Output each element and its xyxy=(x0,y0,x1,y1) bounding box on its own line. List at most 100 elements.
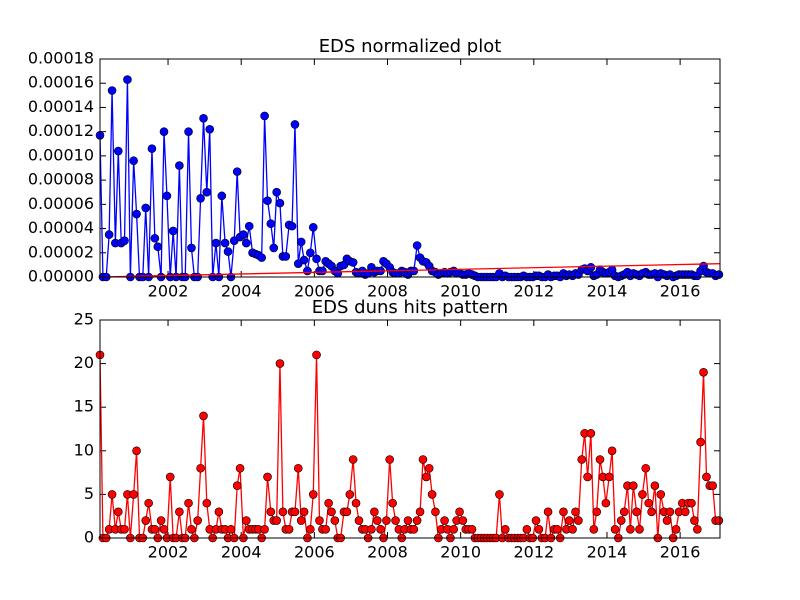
axes-frame xyxy=(99,319,721,539)
data-point xyxy=(159,127,169,136)
data-point xyxy=(376,524,385,534)
data-point xyxy=(571,507,580,517)
data-point xyxy=(113,507,123,517)
data-point xyxy=(708,481,717,490)
data-point xyxy=(367,524,376,534)
data-point xyxy=(242,238,251,248)
data-point xyxy=(123,75,132,84)
data-point xyxy=(455,507,464,517)
x-tick-label: 2002 xyxy=(148,543,189,562)
data-point xyxy=(321,524,330,534)
data-point xyxy=(315,516,324,525)
data-point xyxy=(574,516,583,525)
data-point xyxy=(635,524,644,534)
data-point xyxy=(244,221,254,231)
data-point xyxy=(586,429,596,438)
x-tick-label: 2016 xyxy=(660,543,701,562)
data-point xyxy=(141,516,151,525)
data-point xyxy=(308,490,318,499)
data-point xyxy=(211,238,221,248)
data-point xyxy=(287,221,297,231)
data-point xyxy=(199,411,208,421)
data-point xyxy=(693,524,702,534)
data-point xyxy=(586,263,596,272)
data-point xyxy=(312,350,321,360)
data-point xyxy=(699,368,708,377)
data-point xyxy=(665,507,675,517)
x-tick-label: 2016 xyxy=(660,282,701,301)
data-point xyxy=(272,187,281,197)
data-point xyxy=(583,472,592,482)
y-tick-label: 0.00014 xyxy=(28,97,94,116)
data-point xyxy=(342,507,352,517)
data-point xyxy=(107,86,117,95)
y-tick-label: 15 xyxy=(74,397,94,416)
data-point xyxy=(458,516,468,525)
y-tick-label: 0.00016 xyxy=(28,73,94,92)
data-point xyxy=(202,498,212,508)
data-point xyxy=(418,455,428,464)
data-point xyxy=(412,241,422,250)
y-tick-label: 20 xyxy=(74,353,94,372)
data-point xyxy=(382,516,391,525)
data-point xyxy=(168,226,178,236)
y-tick-label: 0.00002 xyxy=(28,242,94,261)
data-point xyxy=(296,237,306,247)
x-tick-label: 2006 xyxy=(294,543,335,562)
data-point xyxy=(714,516,724,525)
data-point xyxy=(568,524,577,534)
data-point xyxy=(196,193,205,203)
data-point xyxy=(601,498,611,508)
data-point xyxy=(607,446,617,456)
data-point xyxy=(318,266,327,276)
x-tick-label: 2012 xyxy=(513,543,554,562)
data-point xyxy=(348,258,358,267)
x-tick-label: 2002 xyxy=(148,282,189,301)
data-point xyxy=(522,524,532,534)
data-point xyxy=(308,223,318,232)
y-tick-label: 10 xyxy=(74,440,94,459)
data-point xyxy=(564,516,574,525)
x-tick-label: 2008 xyxy=(367,282,408,301)
data-point xyxy=(604,472,614,482)
x-tick-label: 2010 xyxy=(440,282,481,301)
data-point xyxy=(223,247,233,256)
y-tick-label: 0.00018 xyxy=(28,49,94,68)
data-point xyxy=(391,516,400,525)
data-point xyxy=(552,524,562,534)
data-point xyxy=(290,120,300,129)
x-tick-label: 2008 xyxy=(367,543,408,562)
data-point xyxy=(299,507,309,517)
y-tick-label: 0.00012 xyxy=(28,121,94,140)
data-point xyxy=(235,463,245,473)
data-point xyxy=(385,455,394,464)
data-point xyxy=(421,472,431,482)
data-point xyxy=(354,516,364,525)
data-point xyxy=(275,359,285,368)
data-point xyxy=(217,191,227,201)
data-point xyxy=(687,498,696,508)
data-point xyxy=(577,455,587,464)
y-tick-label: 0.00004 xyxy=(28,218,94,237)
data-point xyxy=(284,524,294,534)
data-point xyxy=(239,230,248,239)
data-point xyxy=(159,524,169,534)
x-tick-label: 2010 xyxy=(440,543,481,562)
data-point xyxy=(150,233,160,243)
data-point xyxy=(226,524,236,534)
data-point xyxy=(144,498,153,508)
data-point xyxy=(257,253,266,262)
data-point xyxy=(260,111,269,121)
data-point xyxy=(303,266,312,276)
series-line xyxy=(100,263,720,278)
data-point xyxy=(467,524,477,534)
data-point xyxy=(431,507,440,517)
x-tick-label: 2004 xyxy=(221,282,262,301)
data-point xyxy=(199,114,208,123)
data-point xyxy=(306,524,315,534)
x-tick-label: 2004 xyxy=(221,543,262,562)
chart-title: EDS duns hits pattern xyxy=(312,297,508,318)
data-point xyxy=(351,498,361,508)
data-point xyxy=(629,481,638,490)
data-point xyxy=(175,507,184,517)
